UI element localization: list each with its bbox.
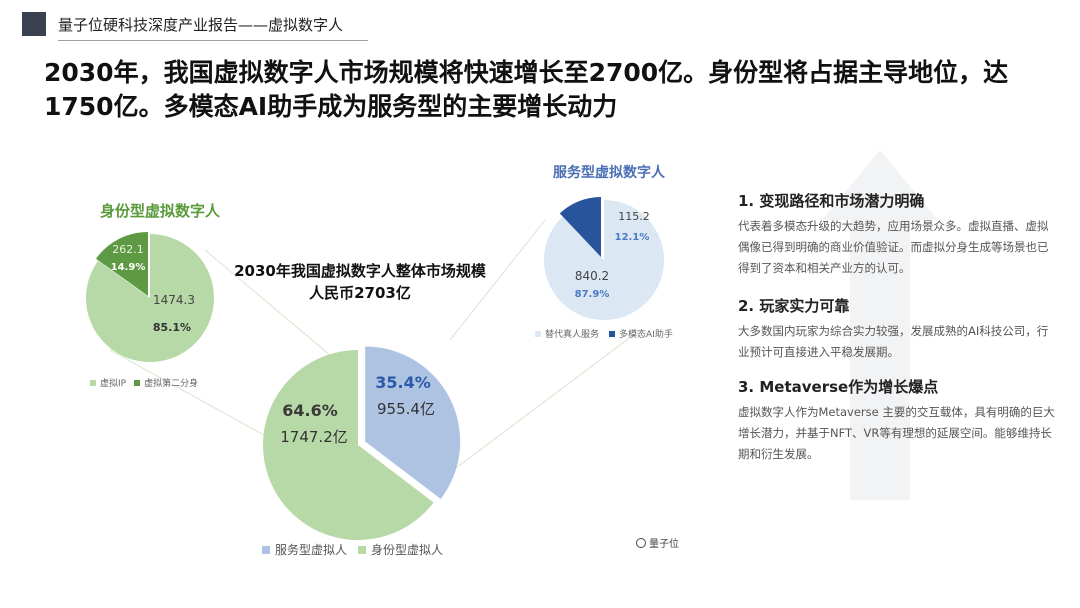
service-pie-percent-replace-human: 87.9% [575, 289, 610, 300]
point-3-body: 虚拟数字人作为Metaverse 主要的交互载体，具有明确的巨大增长潜力，并基于… [738, 405, 1055, 461]
legend-label-virtual-avatar: 虚拟第二分身 [144, 379, 199, 389]
identity-pie-value-virtual-avatar: 262.1 [112, 243, 144, 256]
service-pie-value-replace-human: 840.2 [575, 269, 609, 283]
header-divider [58, 40, 368, 41]
identity-pie-slice-virtual-ip [85, 234, 214, 362]
main-pie-title-line-2: 人民币2703亿 [309, 284, 411, 302]
connector-line-service-2 [439, 329, 641, 481]
main-market-pie-chart: 35.4% 955.4亿 64.6% 1747.2亿 [263, 346, 461, 540]
legend-swatch-virtual-ip [90, 379, 96, 386]
brand-mark: 量子位 [636, 535, 679, 550]
point-1-body: 代表着多模态升级的大趋势，应用场景众多。虚拟直播、虚拟偶像已得到明确的商业价值验… [738, 219, 1049, 275]
main-pie-percent-service: 35.4% [375, 373, 431, 392]
main-pie-value-service: 955.4亿 [377, 400, 435, 418]
identity-pie-percent-virtual-avatar: 14.9% [111, 262, 146, 273]
service-pie-percent-ai-assistant: 12.1% [615, 232, 650, 243]
legend-swatch-ai-assistant [609, 330, 616, 337]
main-pie-percent-identity: 64.6% [282, 401, 338, 420]
identity-pie-legend: 虚拟IP 虚拟第二分身 [90, 376, 198, 389]
legend-label-replace-human: 替代真人服务 [545, 330, 600, 340]
legend-label-identity: 身份型虚拟人 [371, 543, 444, 557]
main-pie-slice-service [365, 346, 461, 499]
brand-circle-icon [636, 537, 646, 548]
background-arrow-decoration [822, 150, 938, 500]
report-header-title: 量子位硬科技深度产业报告——虚拟数字人 [58, 16, 344, 34]
main-pie-value-identity: 1747.2亿 [280, 428, 348, 446]
point-3-title: 3. Metaverse作为增长爆点 [738, 378, 939, 396]
main-pie-legend: 服务型虚拟人 身份型虚拟人 [262, 541, 443, 558]
connector-line-service-1 [449, 219, 546, 341]
legend-swatch-replace-human [535, 330, 541, 337]
legend-swatch-service [262, 545, 270, 554]
service-pie-title: 服务型虚拟数字人 [553, 165, 665, 181]
legend-label-virtual-ip: 虚拟IP [100, 379, 127, 389]
service-pie-slice-replace-human [544, 200, 664, 320]
page-headline: 2030年，我国虚拟数字人市场规模将快速增长至2700亿。身份型将占据主导地位，… [44, 58, 1009, 121]
service-pie-value-ai-assistant: 115.2 [618, 210, 650, 223]
identity-pie-slice-virtual-avatar [96, 232, 148, 296]
main-pie-title: 2030年我国虚拟数字人整体市场规模 人民币2703亿 [210, 260, 510, 304]
main-pie-title-line-1: 2030年我国虚拟数字人整体市场规模 [234, 262, 486, 280]
main-pie-slice-identity [263, 350, 434, 540]
point-1-title: 1. 变现路径和市场潜力明确 [738, 192, 925, 210]
legend-swatch-virtual-avatar [134, 379, 141, 386]
service-pie-chart: 115.2 12.1% 840.2 87.9% [544, 197, 664, 320]
identity-pie-title: 身份型虚拟数字人 [100, 202, 221, 220]
header-logo-square [22, 12, 46, 36]
identity-pie-value-virtual-ip: 1474.3 [153, 293, 195, 307]
point-2-title: 2. 玩家实力可靠 [738, 297, 850, 315]
connector-line-identity-2 [204, 249, 331, 356]
identity-pie-percent-virtual-ip: 85.1% [153, 321, 191, 334]
service-pie-slice-ai-assistant [559, 197, 601, 257]
legend-label-ai-assistant: 多模态AI助手 [619, 330, 673, 340]
identity-pie-chart: 1474.3 85.1% 262.1 14.9% [85, 232, 214, 362]
legend-swatch-identity [358, 545, 367, 554]
service-pie-legend: 替代真人服务 多模态AI助手 [535, 327, 673, 340]
brand-name: 量子位 [649, 539, 679, 550]
point-2-body: 大多数国内玩家为综合实力较强，发展成熟的AI科技公司，行业预计可直接进入平稳发展… [738, 324, 1049, 359]
legend-label-service: 服务型虚拟人 [275, 543, 348, 557]
